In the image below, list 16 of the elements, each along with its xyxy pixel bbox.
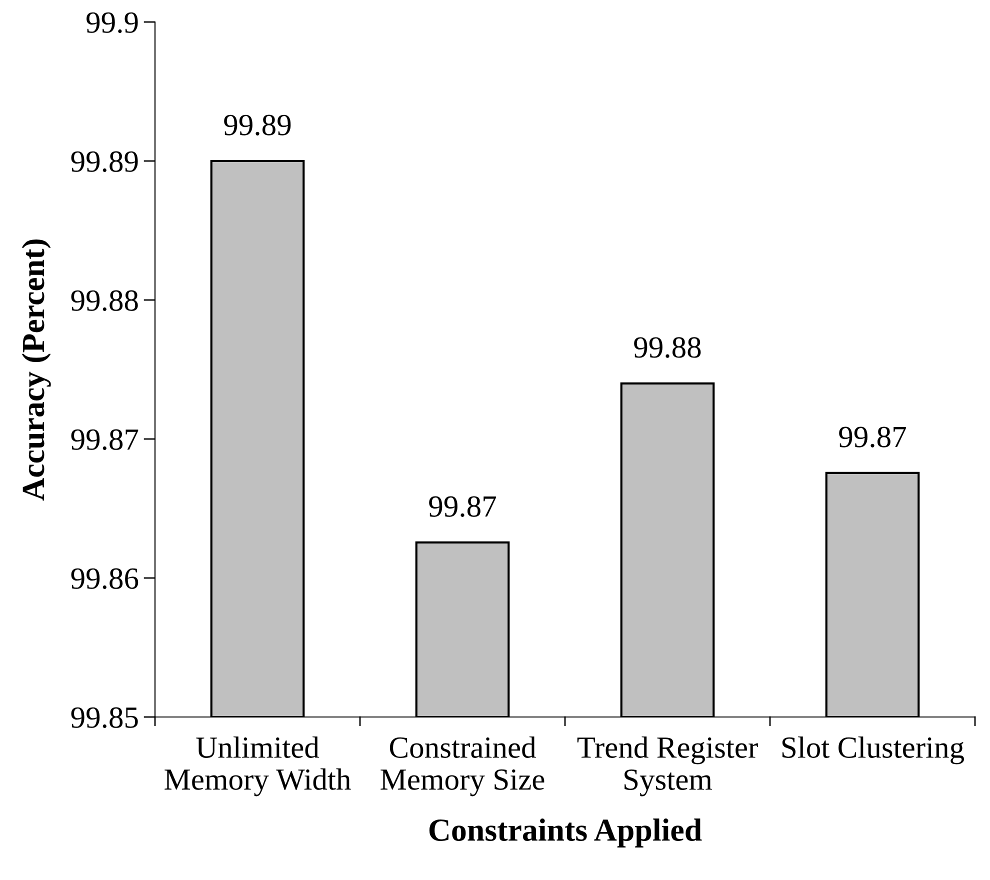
y-tick-label: 99.88 (71, 290, 138, 312)
y-tick-label: 99.89 (71, 151, 138, 172)
y-axis-title: Accuracy (Percent) (22, 239, 51, 501)
y-tick-label: 99.9 (86, 12, 138, 34)
x-tick-label: Unlimited Memory Width (164, 736, 351, 796)
x-axis-title: Constraints Applied (429, 818, 702, 848)
x-tick-label: Constrained Memory Size (380, 736, 544, 796)
y-tick-label: 99.87 (71, 429, 138, 450)
data-label: 99.87 (429, 496, 496, 517)
y-tick-label: 99.85 (71, 707, 138, 728)
y-tick-label: 99.86 (71, 568, 138, 590)
x-tick-label: Trend Register System (577, 736, 758, 796)
data-label: 99.89 (224, 114, 291, 136)
data-label: 99.87 (839, 426, 906, 448)
data-label: 99.88 (634, 337, 701, 358)
x-tick-label: Slot Clustering (782, 736, 964, 764)
